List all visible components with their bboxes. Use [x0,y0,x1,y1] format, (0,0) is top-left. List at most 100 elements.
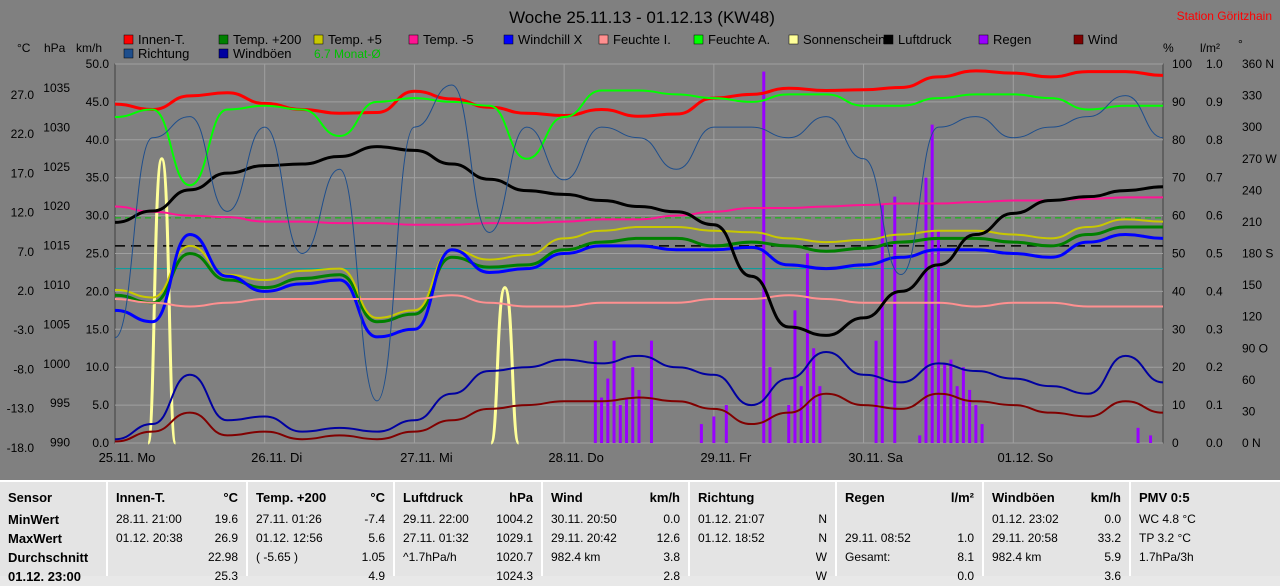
stats-min-value: N [818,512,827,526]
stats-last-row [1139,567,1280,586]
rain-bar [699,424,703,443]
hpa-tick-label: 1030 [43,120,70,134]
stats-min-value: 0.0 [1104,512,1121,526]
legend-swatch [1073,34,1084,45]
stats-min-row: WC 4.8 °C [1139,510,1280,529]
pct-tick-label: 70 [1172,171,1186,185]
kmh-tick-label: 30.0 [86,209,110,223]
pct-tick-label: 10 [1172,398,1186,412]
rain-bar [974,405,978,443]
stats-row-label: MinWert [8,512,60,527]
stats-max-value: N [818,531,827,545]
sunshine-curve [146,157,177,445]
rain-tick-label: 0.0 [1206,436,1223,450]
temp-tick-label: -18.0 [7,441,35,455]
dir-tick-label: 330 [1242,89,1262,103]
temp-tick-label: -8.0 [13,362,34,376]
stats-column: Wind km/h 30.11. 20:50 0.0 29.11. 20:42 12.6 9… [543,482,690,583]
hpa-tick-label: 1010 [43,278,70,292]
kmh-tick-label: 25.0 [86,247,110,261]
pct-tick-label: 20 [1172,360,1186,374]
stats-row-label: MaxWert [8,531,62,546]
chart-svg: Woche 25.11.13 - 01.12.13 (KW48) Station… [7,8,1278,494]
stats-min-row: 01.12. 21:07 N [698,510,827,529]
legend-label: Temp. -5 [423,32,474,47]
legend-label: 6.7 Monat-Ø [314,47,381,61]
stats-sensor-name: Regen [845,490,885,505]
stats-unit: km/h [1090,490,1121,505]
dir-tick-label: 210 [1242,215,1262,229]
stats-min-time: 01.12. 21:07 [698,512,765,526]
stats-avg-row: ( -5.65 ) 1.05 [256,548,385,567]
stats-unit: l/m² [950,490,974,505]
stats-max-time: 01.12. 18:52 [698,531,765,545]
temp-tick-label: 17.0 [11,166,35,180]
dir-tick-label: 240 [1242,183,1262,197]
rain-bar [943,363,947,443]
temp-tick-label: -3.0 [13,323,34,337]
stats-last-row: 2.8 [551,567,680,586]
stats-column-header: Richtung [698,490,827,505]
stats-last-value: 25.3 [214,569,238,583]
stats-column-header: Temp. +200 °C [256,490,385,505]
rain-bar [787,405,791,443]
stats-unit: °C [370,490,385,505]
legend-label: Feuchte A. [708,32,770,47]
stats-column-header: Windböen km/h [992,490,1121,505]
stats-min-time: 28.11. 21:00 [116,512,182,526]
rain-tick-label: 0.2 [1206,360,1223,374]
unit-kmh: km/h [76,41,102,55]
stats-min-time: WC 4.8 °C [1139,512,1196,526]
unit-lm2: l/m² [1200,41,1220,55]
stats-column-header: Innen-T. °C [116,490,238,505]
stats-min-row: 28.11. 21:00 19.6 [116,510,238,529]
stats-unit: hPa [509,490,533,505]
stats-min-row: 30.11. 20:50 0.0 [551,510,680,529]
legend-label: Windchill X [518,32,583,47]
rain-bar [612,340,616,443]
rain-bar [805,253,809,443]
day-label: 28.11. Do [548,450,603,465]
series-line [114,233,1164,339]
stats-column-header: PMV 0:5 [1139,490,1280,505]
legend-label: Luftdruck [898,32,952,47]
rain-bar [968,389,972,443]
stats-column: Luftdruck hPa 29.11. 22:00 1004.2 27.11. 01:… [395,482,543,583]
series-line [114,294,1163,308]
rain-bar [812,348,816,443]
rain-bar [918,435,922,443]
stats-min-value: -7.4 [364,512,385,526]
stats-last-row: 4.9 [256,567,385,586]
day-label: 27.11. Mi [400,450,453,465]
pct-tick-label: 30 [1172,322,1186,336]
stats-max-row: 29.11. 08:52 1.0 [845,529,974,548]
stats-sensor-name: Temp. +200 [256,490,327,505]
stats-min-time: 29.11. 22:00 [403,512,469,526]
rain-bar [606,378,610,443]
series-line [114,84,1164,402]
stats-min-row: 27.11. 01:26 -7.4 [256,510,385,529]
series-line [114,196,1163,226]
kmh-tick-label: 35.0 [86,171,110,185]
legend-swatch [408,34,419,45]
stats-last-value: 3.6 [1104,569,1121,583]
stats-row-label: Sensor [8,490,53,505]
rain-tick-label: 0.3 [1206,322,1223,336]
rain-bar [893,196,897,443]
chart-title: Woche 25.11.13 - 01.12.13 (KW48) [509,8,775,27]
stats-sensor-name: Richtung [698,490,755,505]
legend-swatch [123,34,134,45]
rain-bar [593,340,597,443]
stats-avg-row: ^1.7hPa/h 1020.7 [403,548,533,567]
pct-tick-label: 60 [1172,209,1186,223]
stats-max-value: 1.0 [957,531,974,545]
stats-sensor-name: Luftdruck [403,490,463,505]
stats-max-row: 29.11. 20:58 33.2 [992,529,1121,548]
sunshine-curve [489,286,521,445]
rain-bar [961,367,965,443]
legend-label: Sonnenschein [803,32,885,47]
legend-label: Richtung [138,46,189,61]
stats-last-row: 3.6 [992,567,1121,586]
hpa-tick-label: 1015 [43,239,70,253]
unit-degree: ° [1238,37,1243,51]
